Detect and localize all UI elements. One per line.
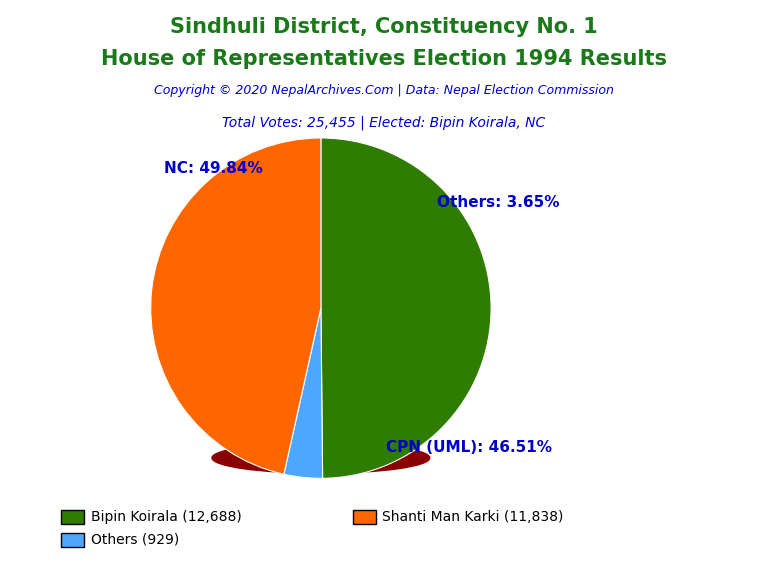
- Text: Others (929): Others (929): [91, 533, 179, 547]
- Text: Total Votes: 25,455 | Elected: Bipin Koirala, NC: Total Votes: 25,455 | Elected: Bipin Koi…: [223, 115, 545, 130]
- Wedge shape: [151, 138, 321, 474]
- Text: House of Representatives Election 1994 Results: House of Representatives Election 1994 R…: [101, 49, 667, 69]
- Text: Sindhuli District, Constituency No. 1: Sindhuli District, Constituency No. 1: [170, 17, 598, 37]
- Text: Others: 3.65%: Others: 3.65%: [437, 195, 559, 210]
- Ellipse shape: [212, 442, 430, 473]
- Wedge shape: [321, 138, 491, 478]
- Text: Bipin Koirala (12,688): Bipin Koirala (12,688): [91, 510, 241, 524]
- Wedge shape: [284, 308, 323, 478]
- Text: Copyright © 2020 NepalArchives.Com | Data: Nepal Election Commission: Copyright © 2020 NepalArchives.Com | Dat…: [154, 84, 614, 97]
- Text: NC: 49.84%: NC: 49.84%: [164, 161, 263, 176]
- Text: Shanti Man Karki (11,838): Shanti Man Karki (11,838): [382, 510, 564, 524]
- Text: CPN (UML): 46.51%: CPN (UML): 46.51%: [386, 440, 551, 455]
